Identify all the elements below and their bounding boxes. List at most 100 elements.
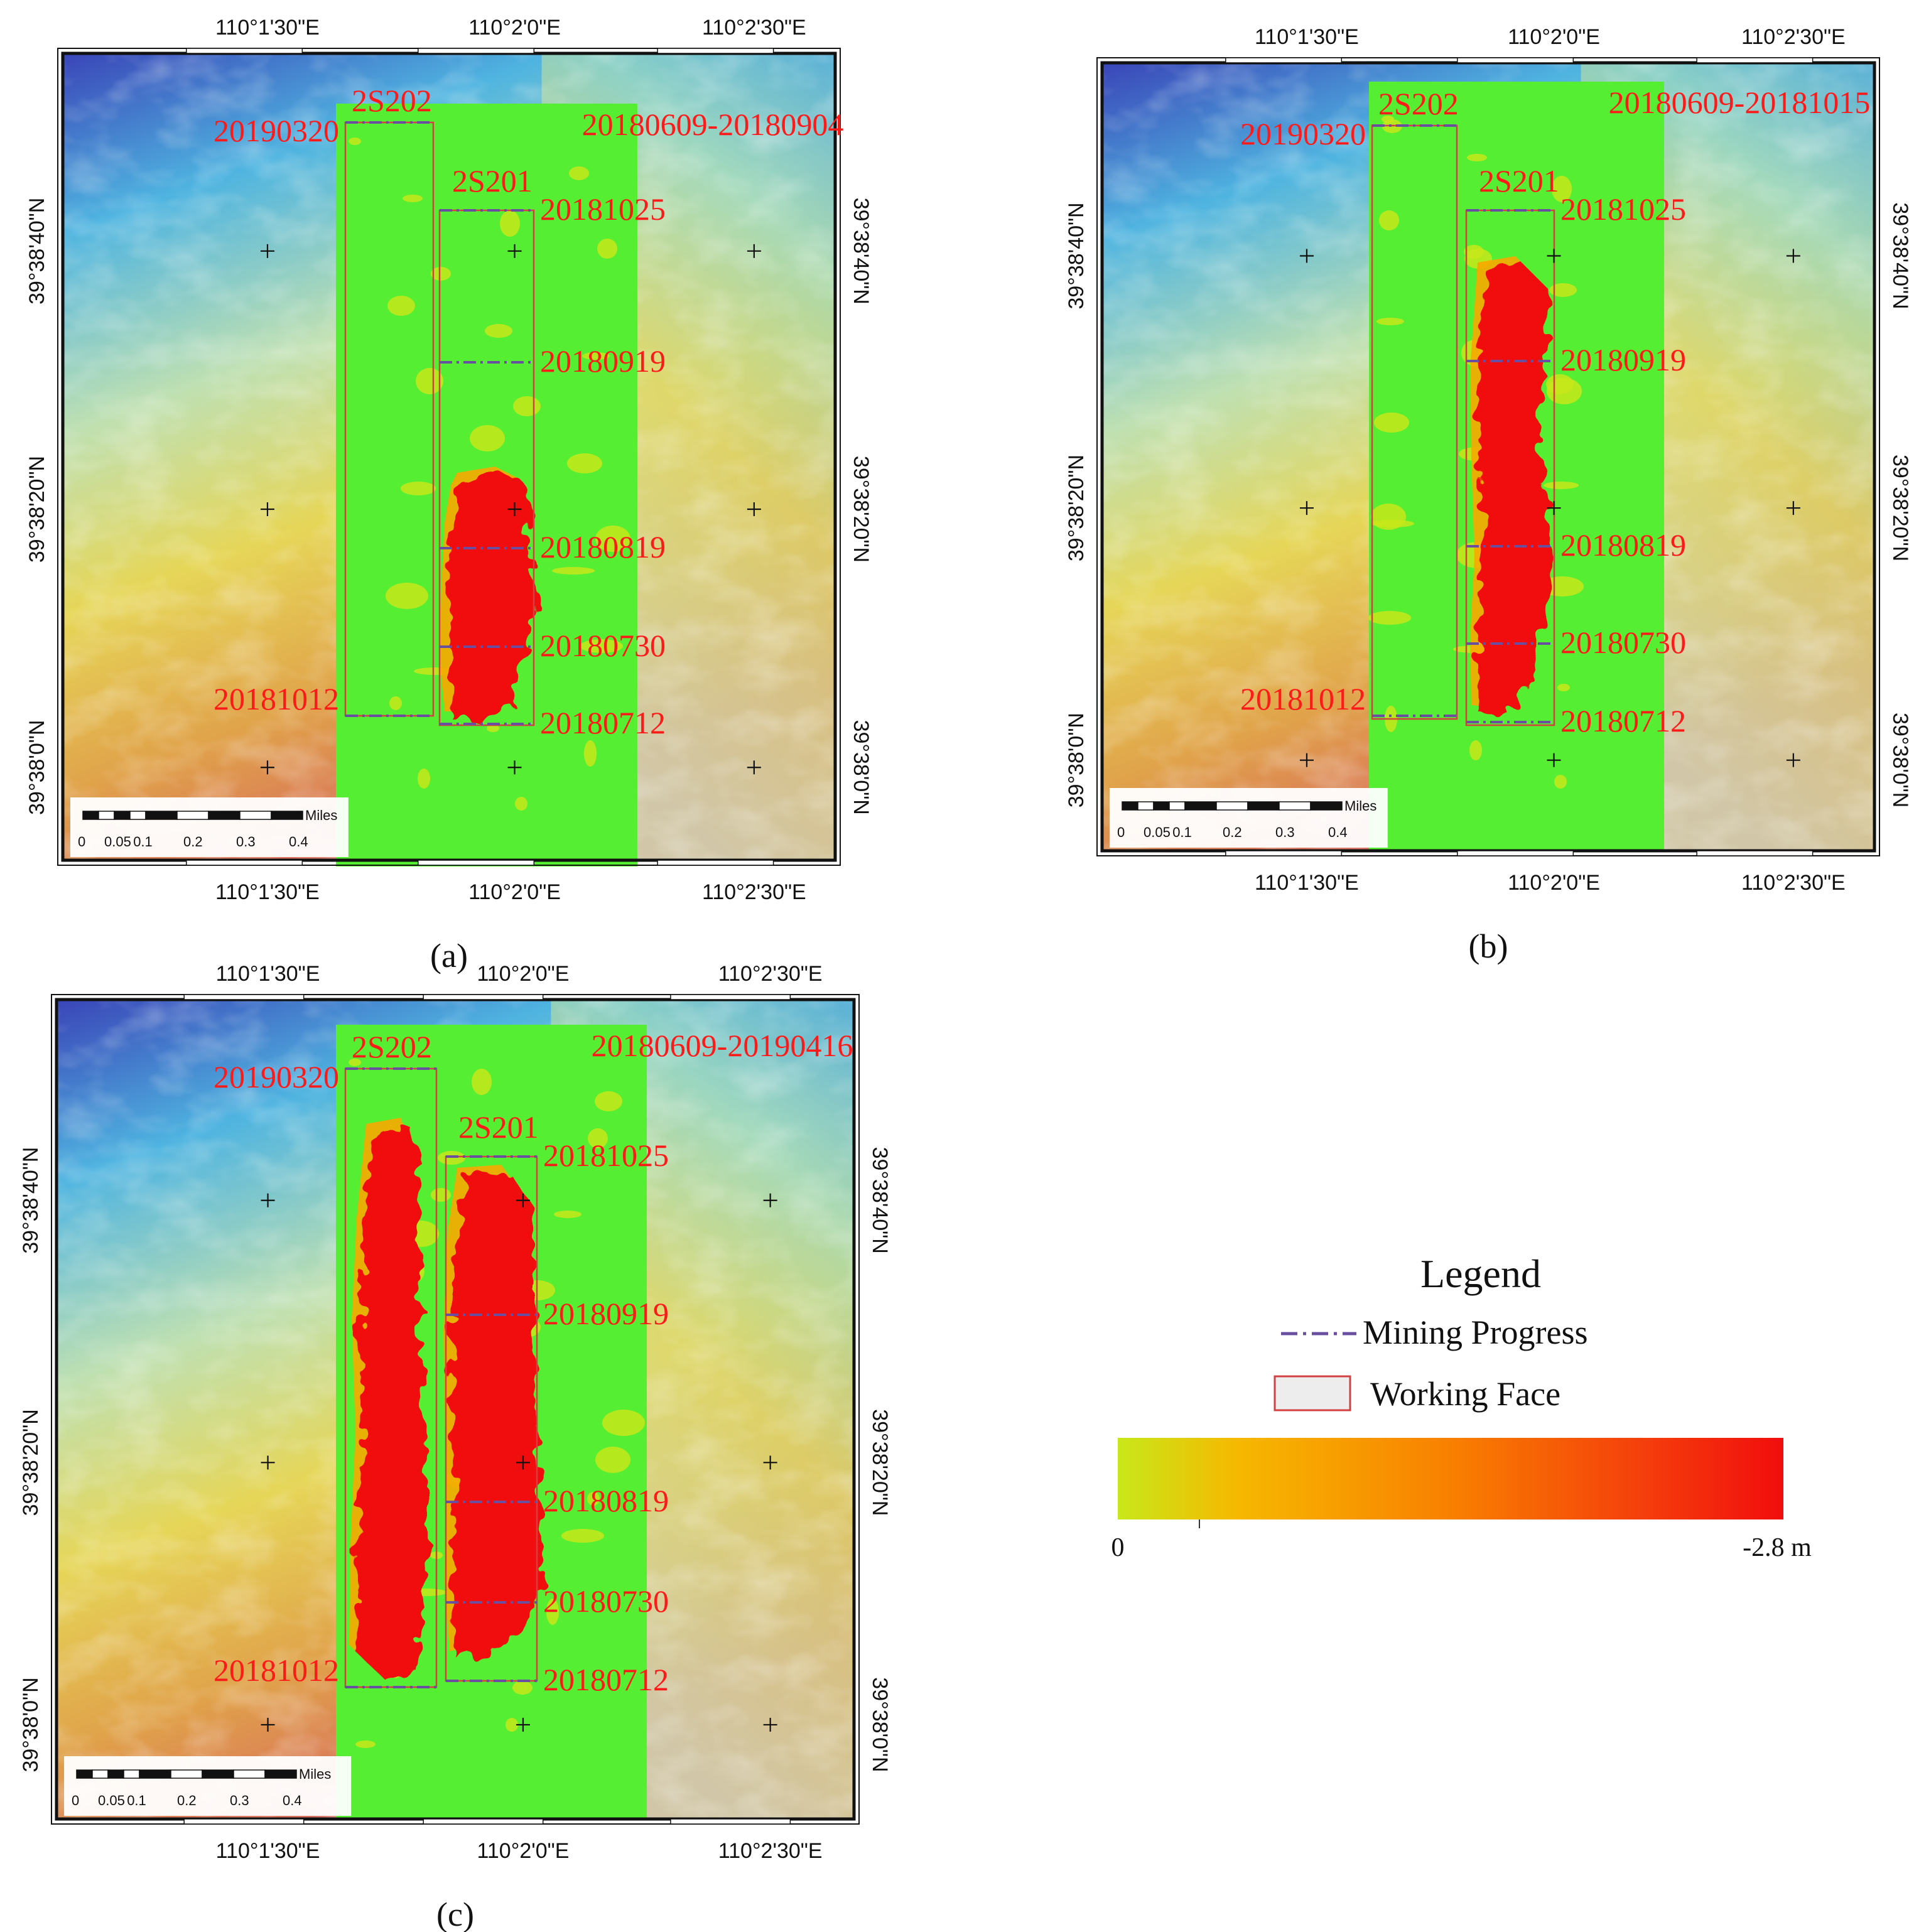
low-subsidence-patch: [554, 1211, 581, 1218]
grid-cross-marker: [507, 502, 522, 517]
low-subsidence-patch: [349, 138, 361, 145]
low-subsidence-patch: [355, 1740, 376, 1748]
subsidence-basin: [451, 1172, 543, 1659]
working-face-2S201: [1465, 209, 1555, 726]
scale-bar-label: 0.4: [1328, 824, 1348, 840]
neatline-segment: [657, 860, 774, 866]
grid-cross-marker: [261, 1455, 275, 1470]
low-subsidence-patch: [1557, 684, 1570, 691]
low-subsidence-patch: [1374, 413, 1409, 433]
low-subsidence-patch: [1379, 210, 1399, 230]
low-subsidence-patch: [1376, 318, 1404, 325]
scale-bar-segment: [170, 1769, 203, 1779]
low-subsidence-patch: [512, 1681, 533, 1695]
lat-tick-label-right: 39°38'20"N: [1888, 455, 1909, 561]
low-subsidence-patch: [418, 769, 430, 789]
subsidence-basin: [1478, 264, 1554, 716]
low-subsidence-patch: [588, 1128, 608, 1148]
neatline-segment: [418, 48, 535, 54]
scale-bar-segment: [76, 1769, 93, 1779]
lon-tick-label-bottom: 110°2'0"E: [477, 1839, 570, 1863]
scale-bar-segment: [1169, 801, 1186, 811]
scale-bar-segment: [239, 811, 272, 820]
date-label-2S201-north: 20181025: [540, 192, 666, 227]
scale-bar-label: 0: [1117, 824, 1125, 840]
date-label-progress: 20180819: [543, 1483, 669, 1518]
working-face-label: Working Face: [1370, 1375, 1560, 1413]
low-subsidence-patch: [569, 166, 589, 180]
grid-cross-marker: [1547, 501, 1561, 515]
low-subsidence-patch: [485, 324, 512, 338]
grid-cross-marker: [1786, 501, 1800, 515]
scale-bar-segment: [233, 1769, 266, 1779]
date-label-2S201-north: 20181025: [543, 1138, 669, 1173]
scale-bar-unit: Miles: [305, 807, 337, 823]
lon-tick-label-top: 110°2'0"E: [1508, 25, 1600, 49]
grid-cross-marker: [260, 502, 274, 517]
date-label-2S202-south: 20181012: [1240, 681, 1366, 716]
date-label-2S201-south: 20180712: [1560, 703, 1686, 738]
lon-tick-label-bottom: 110°1'30"E: [1255, 871, 1359, 895]
grid-cross-marker: [516, 1193, 530, 1207]
face-label-2S202: 2S202: [352, 83, 432, 118]
grid-cross-marker: [1299, 501, 1314, 515]
low-subsidence-patch: [472, 1069, 492, 1095]
date-label-2S201-south: 20180712: [540, 705, 666, 740]
low-subsidence-patch: [582, 352, 610, 360]
low-subsidence-patch: [506, 1718, 518, 1732]
face-label-2S202: 2S202: [352, 1029, 432, 1064]
grid-cross-marker: [261, 1193, 275, 1207]
lat-tick-label-left: 39°38'20"N: [19, 1409, 43, 1516]
scale-bar-segment: [114, 811, 131, 820]
lat-tick-label-left: 39°38'0"N: [25, 720, 49, 815]
scale-bar-segment: [202, 1769, 234, 1779]
neatline-segment: [1696, 850, 1814, 856]
neatline-segment: [423, 1818, 544, 1825]
low-subsidence-patch: [1469, 740, 1482, 760]
lon-tick-label-top: 110°1'30"E: [1255, 25, 1359, 49]
low-subsidence-patch: [595, 1447, 630, 1473]
lat-tick-label-right: 39°38'0"N: [849, 720, 873, 815]
scale-bar-segment: [1247, 801, 1280, 811]
lon-tick-label-top: 110°2'0"E: [468, 16, 561, 40]
lat-tick-label-left: 39°38'40"N: [1064, 202, 1088, 309]
neatline-segment: [1225, 850, 1343, 856]
low-subsidence-patch: [403, 195, 423, 202]
low-subsidence-patch: [387, 296, 415, 316]
low-subsidence-patch: [552, 567, 595, 575]
period-label: 20180609-20180904: [582, 107, 844, 142]
lon-tick-label-bottom: 110°1'30"E: [216, 1839, 320, 1863]
scale-bar-label: 0.2: [1223, 824, 1242, 840]
working-face-swatch: [1274, 1375, 1351, 1411]
lon-tick-label-bottom: 110°2'30"E: [718, 1839, 823, 1863]
grid-cross-marker: [1547, 249, 1561, 263]
panel-b: 110°1'30"E 110°1'30"E 110°2'0"E 110°2'0"E 11…: [1064, 25, 1909, 965]
date-label-2S201-north: 20181025: [1560, 192, 1686, 227]
lon-tick-label-bottom: 110°1'30"E: [215, 880, 320, 904]
date-label-progress: 20180730: [540, 628, 666, 663]
neatline-segment: [1696, 57, 1814, 63]
neatline-segment: [186, 48, 303, 54]
low-subsidence-patch: [515, 797, 527, 811]
low-subsidence-patch: [470, 425, 505, 451]
low-subsidence-patch: [546, 1599, 559, 1625]
scale-bar-label: 0.2: [183, 834, 203, 850]
working-face-2S202: [344, 1067, 438, 1688]
legend: Legend Mining Progress Working Face 0 -2…: [1111, 1251, 1812, 1562]
low-subsidence-patch: [389, 696, 402, 710]
scale-bar-segment: [139, 1769, 171, 1779]
grid-cross-marker: [763, 1455, 777, 1470]
low-subsidence-patch: [401, 482, 436, 495]
scale-bar-unit: Miles: [299, 1766, 331, 1782]
low-subsidence-patch: [595, 1091, 622, 1111]
colorbar-max-label: -2.8 m: [1743, 1533, 1812, 1562]
grid-cross-marker: [747, 502, 761, 517]
scale-bar-label: 0: [78, 834, 85, 850]
scale-bar-segment: [92, 1769, 109, 1779]
grid-cross-marker: [1547, 753, 1561, 767]
date-label-progress: 20180819: [1560, 527, 1686, 563]
low-subsidence-patch: [587, 1492, 600, 1506]
low-subsidence-patch: [1544, 482, 1579, 489]
scale-bar-segment: [1184, 801, 1217, 811]
